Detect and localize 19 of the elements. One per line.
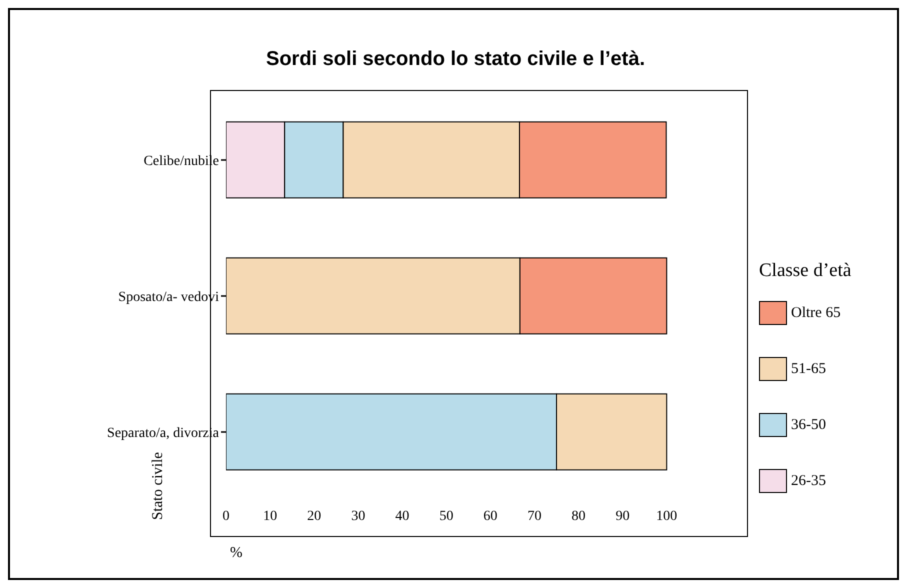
x-axis-title: % <box>230 545 242 562</box>
x-tick-label: 60 <box>483 508 498 524</box>
x-tick-label: 20 <box>307 508 322 524</box>
legend-title: Classe d’età <box>759 260 852 282</box>
x-tick-label: 50 <box>439 508 454 524</box>
x-tick-label: 100 <box>656 508 678 524</box>
legend-label: 36-50 <box>790 416 827 434</box>
legend-label: Oltre 65 <box>790 304 842 322</box>
legend-label: 51-65 <box>790 360 827 378</box>
y-axis-title: Stato civile <box>150 452 167 520</box>
x-tick-label: 70 <box>527 508 542 524</box>
legend-label: 26-35 <box>790 472 827 490</box>
x-tick-label: 90 <box>616 508 630 524</box>
x-tick-label: 10 <box>263 508 278 524</box>
x-tick-label: 80 <box>572 508 586 524</box>
chart-title: Sordi soli secondo lo stato civile e l’età. <box>265 48 646 71</box>
x-tick-label: 30 <box>351 508 366 524</box>
x-tick-label: 0 <box>222 508 230 524</box>
x-tick-label: 40 <box>395 508 410 524</box>
